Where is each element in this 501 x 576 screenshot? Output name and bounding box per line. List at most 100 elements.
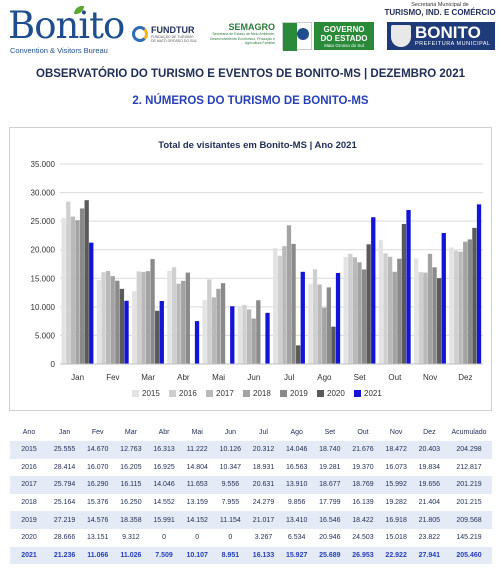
table-cell: 20.312 bbox=[246, 441, 281, 459]
table-cell: 16.563 bbox=[280, 458, 314, 477]
bar-2015-Ago bbox=[308, 283, 313, 364]
bar-2021-Out bbox=[406, 209, 411, 364]
semagro-logo: SEMAGRO Secretaria de Estado de Meio Amb… bbox=[205, 22, 275, 48]
table-cell: 21.404 bbox=[412, 493, 446, 512]
bar-2017-Out bbox=[387, 256, 393, 364]
table-cell: 19.834 bbox=[412, 458, 446, 477]
legend-swatch-2020 bbox=[317, 390, 324, 397]
table-cell: 16.115 bbox=[114, 476, 148, 494]
bar-2018-Mar bbox=[145, 271, 151, 364]
table-cell: 25.555 bbox=[48, 441, 82, 459]
table-header-2: Fev bbox=[91, 429, 104, 436]
table-row: 2018 25.164 15.376 16.250 14.552 13.159 7.955 2… bbox=[10, 493, 492, 512]
governo-box: GOVERNO DO ESTADO Mato Grosso do Sul bbox=[314, 22, 374, 50]
table-cell: 9.856 bbox=[280, 493, 314, 512]
legend-label-2020: 2020 bbox=[327, 389, 345, 398]
table-cell: 18.740 bbox=[313, 441, 347, 459]
bar-2018-Jan bbox=[75, 220, 80, 364]
legend-label-2015: 2015 bbox=[142, 389, 160, 398]
bar-2020-Set bbox=[366, 244, 371, 364]
table-cell: 11.653 bbox=[180, 476, 214, 494]
legend-swatch-2021 bbox=[354, 390, 361, 397]
table-cell: 12.763 bbox=[114, 441, 148, 459]
x-tick-label: Jun bbox=[247, 373, 260, 382]
bar-2020-Jul bbox=[296, 345, 301, 364]
bar-2015-Set bbox=[343, 256, 348, 364]
table-cell: 16.918 bbox=[379, 511, 413, 529]
x-tick-label: Abr bbox=[177, 373, 190, 382]
bar-2016-Mar bbox=[136, 271, 141, 364]
bar-2020-Ago bbox=[331, 326, 336, 364]
x-tick-label: Nov bbox=[423, 373, 437, 382]
prefeitura-bonito-logo: Secretaria Municipal de TURISMO, IND. E … bbox=[383, 2, 497, 52]
table-cell: 13.910 bbox=[280, 476, 314, 494]
legend-label-2021: 2021 bbox=[364, 389, 382, 398]
table-header-7: Jul bbox=[259, 429, 268, 436]
table-cell: 3.267 bbox=[246, 528, 281, 547]
table-cell: 18.472 bbox=[379, 441, 413, 459]
crest-icon bbox=[391, 25, 411, 47]
table-cell: 2016 bbox=[10, 458, 48, 477]
bar-2016-Nov bbox=[418, 272, 423, 364]
y-tick-label: 35.000 bbox=[31, 160, 56, 169]
y-tick-label: 15.000 bbox=[31, 274, 56, 283]
x-tick-label: Fev bbox=[106, 373, 119, 382]
table-cell: 11.222 bbox=[180, 441, 214, 459]
y-tick-label: 30.000 bbox=[31, 189, 56, 198]
table-cell: 209.568 bbox=[446, 511, 492, 529]
prefeitura-turismo: TURISMO, IND. E COMÉRCIO bbox=[384, 8, 496, 17]
bar-2019-Jul bbox=[291, 243, 296, 364]
page-title: OBSERVATÓRIO DO TURISMO E EVENTOS DE BON… bbox=[36, 68, 465, 80]
table-cell: 8.951 bbox=[213, 546, 247, 565]
bar-2018-Ago bbox=[322, 307, 327, 364]
bar-2016-Out bbox=[383, 253, 388, 364]
table-cell: 10.347 bbox=[213, 458, 247, 477]
y-tick-label: 20.000 bbox=[31, 246, 56, 255]
bar-2021-Mai bbox=[230, 306, 235, 364]
fundtur-logo: FUNDTUR FUNDAÇÃO DE TURISMO DE MATO GROS… bbox=[132, 24, 197, 46]
table-cell: 18.677 bbox=[313, 476, 347, 494]
table-cell: 14.046 bbox=[147, 476, 181, 494]
table-cell: 9.312 bbox=[114, 528, 148, 547]
table-cell: 11.066 bbox=[81, 546, 115, 565]
table-row: 2017 25.794 16.290 16.115 14.046 11.653 9.556 2… bbox=[10, 476, 492, 494]
x-tick-label: Set bbox=[354, 373, 367, 382]
table-cell: 20.631 bbox=[246, 476, 281, 494]
legend-label-2019: 2019 bbox=[290, 389, 308, 398]
table-header-row: Ano Jan Fev Mar Abr Mai Jun Jul Ago Set Out Nov Dez A… bbox=[10, 424, 492, 441]
table-cell: 15.991 bbox=[147, 511, 181, 529]
bar-2015-Jul bbox=[273, 247, 278, 364]
table-cell: 14.552 bbox=[147, 493, 181, 512]
bar-2018-Out bbox=[392, 271, 397, 364]
table-cell: 16.133 bbox=[246, 546, 281, 565]
legend-label-2016: 2016 bbox=[179, 389, 197, 398]
section-title: 2. NÚMEROS DO TURISMO DE BONITO-MS bbox=[132, 95, 369, 107]
table-cell: 25.794 bbox=[48, 476, 82, 494]
x-tick-label: Dez bbox=[458, 373, 472, 382]
table-cell: 19.370 bbox=[346, 458, 380, 477]
table-header-12: Dez bbox=[423, 429, 436, 436]
table-row: 2015 25.555 14.670 12.763 16.313 11.222 10.126… bbox=[10, 441, 492, 459]
leaf-icon bbox=[74, 6, 84, 14]
legend-swatch-2016 bbox=[169, 390, 176, 397]
table-cell: 14.152 bbox=[180, 511, 214, 529]
table-cell: 19.281 bbox=[313, 458, 347, 477]
table-cell: 24.503 bbox=[346, 528, 380, 547]
bar-2018-Abr bbox=[181, 280, 186, 364]
visitors-chart: Total de visitantes em Bonito-MS | Ano 2… bbox=[9, 127, 492, 411]
bar-2017-Ago bbox=[317, 284, 322, 364]
table-body: 2015 25.555 14.670 12.763 16.313 11.222 10.126… bbox=[10, 441, 492, 565]
table-cell: 0 bbox=[180, 528, 214, 547]
table-cell: 19.656 bbox=[412, 476, 446, 494]
table-cell: 16.313 bbox=[147, 441, 181, 459]
bar-2020-Jan bbox=[84, 200, 89, 364]
table-cell: 18.358 bbox=[114, 511, 148, 529]
bar-2019-Fev bbox=[115, 280, 120, 364]
bar-2015-Dez bbox=[449, 247, 454, 364]
table-cell: 23.822 bbox=[412, 528, 446, 547]
bar-2019-Abr bbox=[185, 272, 190, 364]
table-cell: 2018 bbox=[10, 493, 48, 512]
semagro-name: SEMAGRO bbox=[228, 22, 275, 32]
header-logos: Bonito Convention & Visitors Bureau FUND… bbox=[0, 0, 501, 62]
table-cell: 2017 bbox=[10, 476, 48, 494]
